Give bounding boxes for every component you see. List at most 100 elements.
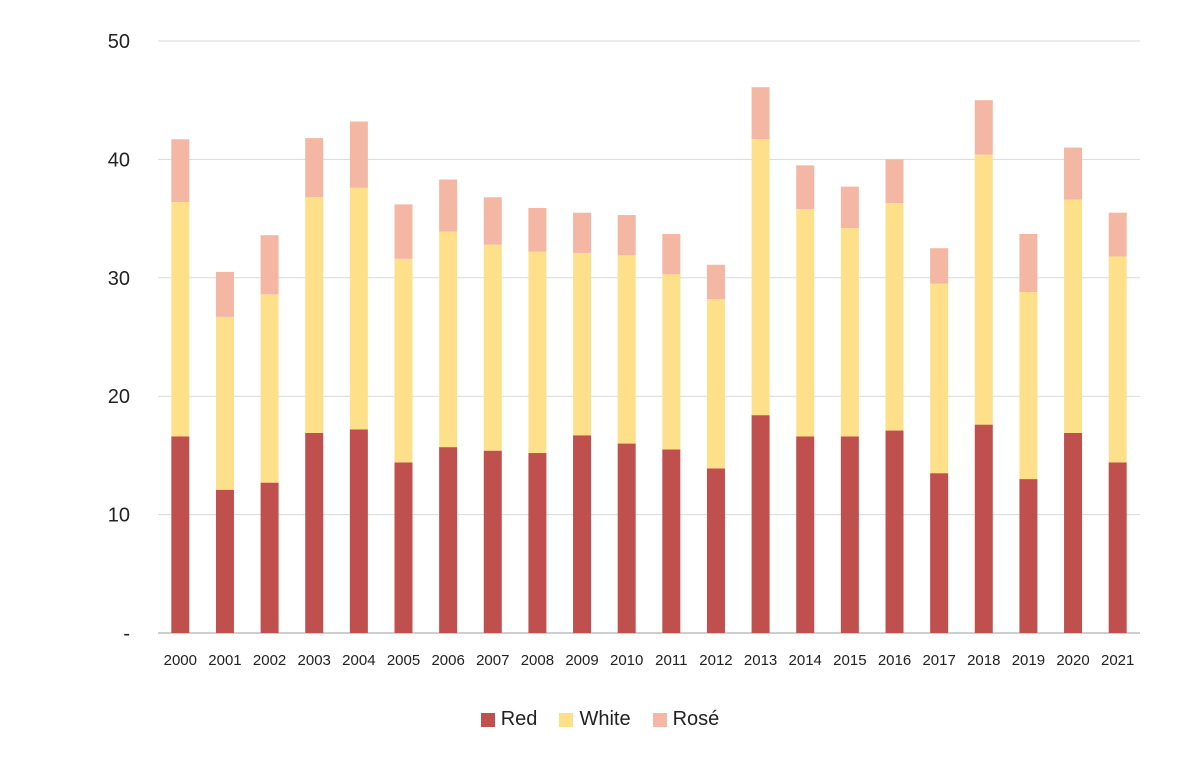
bar-red-2006 [439,447,458,633]
bar-ros-2006 [439,179,458,232]
legend-item-white: White [559,708,631,731]
bar-ros-2016 [885,159,904,204]
bar-white-2000 [171,202,190,437]
x-tick-label-2000: 2000 [164,652,197,669]
legend-swatch-white [559,712,574,727]
y-tick-label-20: 20 [108,386,130,408]
x-tick-label-2015: 2015 [833,652,866,669]
bar-white-2005 [394,258,413,463]
bar-ros-2001 [215,271,234,317]
bar-ros-2014 [796,165,815,210]
x-tick-label-2009: 2009 [565,652,598,669]
x-tick-label-2012: 2012 [699,652,732,669]
bar-red-2011 [662,449,681,633]
x-tick-label-2021: 2021 [1101,652,1134,669]
bar-white-2019 [1019,292,1038,480]
bar-white-2012 [706,299,725,469]
bar-red-2005 [394,462,413,633]
bar-white-2017 [930,283,949,474]
legend-label-red: Red [500,708,538,730]
bar-red-2013 [751,415,770,633]
bar-white-2010 [617,255,636,444]
bar-red-2014 [796,436,815,633]
bar-red-2015 [840,436,859,633]
bar-white-2008 [528,251,547,454]
bar-ros-2012 [706,264,725,300]
bar-white-2016 [885,203,904,431]
legend-swatch-rose [652,712,667,727]
x-tick-label-2008: 2008 [521,652,554,669]
legend: Red White Rosé [0,708,1200,731]
bar-red-2017 [930,473,949,633]
bar-red-2012 [706,468,725,633]
bar-red-2003 [305,432,324,633]
bar-red-2009 [573,435,592,633]
bar-ros-2004 [349,121,368,188]
bar-red-2020 [1064,432,1083,633]
bar-ros-2010 [617,215,636,256]
bar-red-2018 [974,424,993,633]
x-tick-label-2003: 2003 [298,652,331,669]
bar-white-2021 [1108,256,1127,463]
bar-ros-2002 [260,235,279,295]
bar-ros-2009 [573,212,592,253]
x-tick-label-2018: 2018 [967,652,1000,669]
bar-white-2013 [751,139,770,416]
x-tick-label-2013: 2013 [744,652,777,669]
x-tick-label-2002: 2002 [253,652,286,669]
bar-ros-2011 [662,233,681,275]
bar-ros-2003 [305,138,324,198]
legend-item-rose: Rosé [652,708,720,731]
bar-ros-2020 [1064,147,1083,200]
bar-red-2008 [528,453,547,633]
legend-label-white: White [579,708,631,730]
bar-white-2002 [260,294,279,483]
y-tick-label-30: 30 [108,268,130,290]
bar-red-2010 [617,443,636,633]
bar-ros-2000 [171,139,190,203]
bar-white-2020 [1064,199,1083,433]
bar-red-2007 [483,450,502,633]
bar-red-2019 [1019,479,1038,633]
y-tick-label-50: 50 [108,31,130,53]
bar-white-2011 [662,274,681,450]
bar-white-2009 [573,252,592,436]
x-tick-label-2010: 2010 [610,652,643,669]
bar-red-2001 [215,489,234,633]
bar-white-2003 [305,197,324,433]
bar-ros-2018 [974,100,993,155]
bar-red-2021 [1108,462,1127,633]
x-tick-label-2005: 2005 [387,652,420,669]
x-tick-label-2016: 2016 [878,652,911,669]
bar-ros-2017 [930,248,949,284]
bar-white-2001 [215,316,234,490]
bar-white-2018 [974,154,993,425]
bar-white-2004 [349,187,368,430]
x-tick-label-2001: 2001 [208,652,241,669]
bar-ros-2021 [1108,212,1127,257]
chart-svg: - 10 20 30 40 50 2000 2001 2002 2003 2004 2005 2006 2… [108,31,1140,669]
bar-ros-2005 [394,204,413,259]
x-tick-label-2007: 2007 [476,652,509,669]
legend-swatch-red [480,712,495,727]
bar-red-2004 [349,429,368,633]
bar-ros-2007 [483,197,502,245]
bar-red-2016 [885,430,904,633]
x-tick-label-2006: 2006 [431,652,464,669]
bar-ros-2015 [840,186,859,229]
bar-red-2000 [171,436,190,633]
x-tick-label-2014: 2014 [789,652,822,669]
x-tick-label-2011: 2011 [655,652,687,669]
bar-white-2006 [439,231,458,448]
x-tick-label-2020: 2020 [1056,652,1089,669]
x-tick-label-2019: 2019 [1012,652,1045,669]
bar-ros-2013 [751,87,770,140]
bar-ros-2019 [1019,233,1038,293]
legend-label-rose: Rosé [672,708,720,730]
bar-red-2002 [260,482,279,633]
y-tick-label-10: 10 [108,505,130,527]
bar-white-2007 [483,244,502,451]
y-tick-label-0: - [123,623,130,645]
bar-white-2015 [840,228,859,437]
legend-item-red: Red [480,708,538,731]
